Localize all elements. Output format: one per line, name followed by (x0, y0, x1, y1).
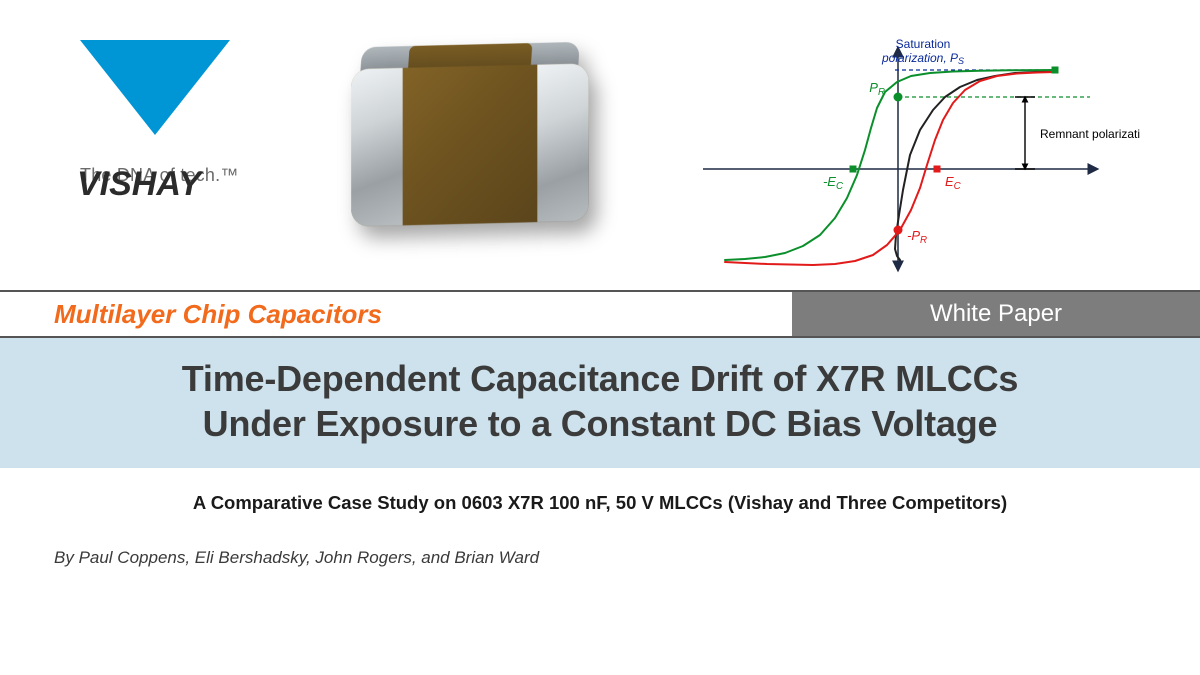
document-type-label: White Paper (930, 300, 1062, 328)
document-title-line1: Time-Dependent Capacitance Drift of X7R … (182, 358, 1018, 399)
document-subtitle: A Comparative Case Study on 0603 X7R 100… (0, 468, 1200, 514)
svg-text:-PR: -PR (907, 228, 927, 246)
category-left: Multilayer Chip Capacitors (0, 292, 792, 336)
category-right: White Paper (792, 292, 1200, 336)
svg-text:-EC: -EC (823, 174, 844, 192)
mlcc-chip-icon (351, 63, 589, 226)
brand-wordmark: VISHAY (77, 165, 377, 204)
title-bar: Time-Dependent Capacitance Drift of X7R … (0, 338, 1200, 468)
hysteresis-diagram: Saturationpolarization, PS PR -EC EC -PR Remn… (650, 30, 1140, 280)
category-bar: Multilayer Chip Capacitors White Paper (0, 290, 1200, 338)
svg-text:PR: PR (869, 80, 885, 98)
svg-text:Saturation: Saturation (896, 37, 951, 51)
byline-authors: Paul Coppens, Eli Bershadsky, John Roger… (79, 548, 540, 567)
vishay-triangle-icon: VISHAY (80, 40, 230, 135)
svg-text:EC: EC (945, 174, 962, 192)
svg-text:Remnant polarization, PR: Remnant polarization, PR (1040, 127, 1140, 142)
document-title: Time-Dependent Capacitance Drift of X7R … (40, 356, 1160, 446)
svg-text:polarization, PS: polarization, PS (881, 51, 964, 66)
hysteresis-svg: Saturationpolarization, PS PR -EC EC -PR Remn… (650, 30, 1140, 280)
category-label: Multilayer Chip Capacitors (54, 299, 382, 330)
document-title-line2: Under Exposure to a Constant DC Bias Vol… (203, 403, 998, 444)
vishay-logo: VISHAY (80, 40, 280, 135)
header-region: VISHAY The DNA of tech.™ Saturationpolar… (0, 0, 1200, 290)
byline: By Paul Coppens, Eli Bershadsky, John Ro… (0, 514, 1200, 568)
byline-prefix: By (54, 548, 79, 567)
product-chip-image (320, 30, 620, 260)
brand-logo-block: VISHAY The DNA of tech.™ (80, 30, 280, 186)
